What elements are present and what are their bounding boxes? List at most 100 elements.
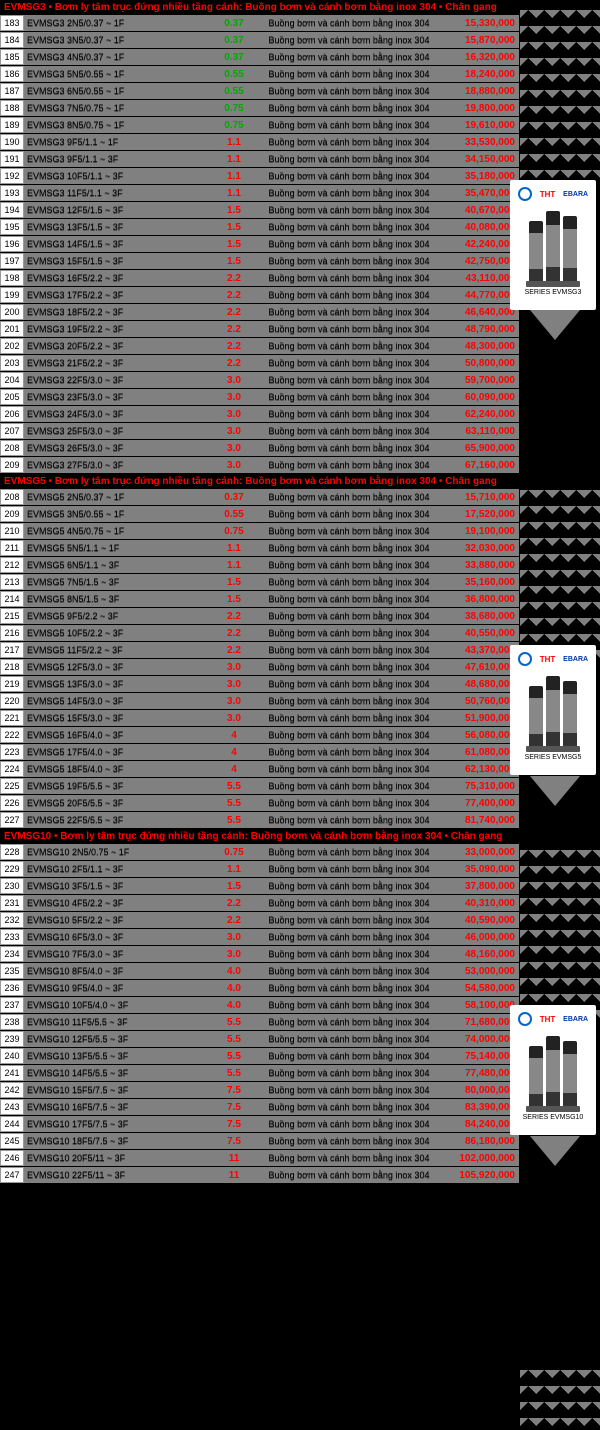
power-cell: 1.1 [219, 540, 249, 556]
model-cell: EVMSG3 26F5/3.0 ~ 3F [24, 440, 219, 456]
row-number: 234 [0, 946, 24, 962]
desc-cell: Buồng bơm và cánh bơm bằng inox 304 [249, 506, 449, 522]
power-cell: 7.5 [219, 1116, 249, 1132]
table-row: 227EVMSG5 22F5/5.5 ~ 3F5.5Buồng bơm và c… [0, 812, 600, 829]
product-card: THT EBARA SERIES EVMSG5 [510, 645, 596, 775]
desc-cell: Buồng bơm và cánh bơm bằng inox 304 [249, 304, 449, 320]
row-number: 237 [0, 997, 24, 1013]
desc-cell: Buồng bơm và cánh bơm bằng inox 304 [249, 963, 449, 979]
power-cell: 4 [219, 727, 249, 743]
desc-cell: Buồng bơm và cánh bơm bằng inox 304 [249, 423, 449, 439]
desc-cell: Buồng bơm và cánh bơm bằng inox 304 [249, 32, 449, 48]
power-cell: 3.0 [219, 946, 249, 962]
model-cell: EVMSG3 9F5/1.1 ~ 3F [24, 151, 219, 167]
power-cell: 2.2 [219, 608, 249, 624]
model-cell: EVMSG5 22F5/5.5 ~ 3F [24, 812, 219, 828]
desc-cell: Buồng bơm và cánh bơm bằng inox 304 [249, 219, 449, 235]
desc-cell: Buồng bơm và cánh bơm bằng inox 304 [249, 844, 449, 860]
price-cell: 54,580,000 [449, 980, 519, 996]
power-cell: 4 [219, 761, 249, 777]
price-cell: 46,640,000 [449, 304, 519, 320]
table-row: 231EVMSG10 4F5/2.2 ~ 3F2.2Buồng bơm và c… [0, 895, 600, 912]
row-number: 183 [0, 15, 24, 31]
model-cell: EVMSG3 24F5/3.0 ~ 3F [24, 406, 219, 422]
desc-cell: Buồng bơm và cánh bơm bằng inox 304 [249, 929, 449, 945]
power-cell: 2.2 [219, 338, 249, 354]
model-cell: EVMSG3 9F5/1.1 ~ 1F [24, 134, 219, 150]
price-cell: 33,530,000 [449, 134, 519, 150]
row-number: 221 [0, 710, 24, 726]
model-cell: EVMSG3 27F5/3.0 ~ 3F [24, 457, 219, 473]
desc-cell: Buồng bơm và cánh bơm bằng inox 304 [249, 355, 449, 371]
row-number: 203 [0, 355, 24, 371]
desc-cell: Buồng bơm và cánh bơm bằng inox 304 [249, 202, 449, 218]
row-number: 204 [0, 372, 24, 388]
desc-cell: Buồng bơm và cánh bơm bằng inox 304 [249, 912, 449, 928]
table-row: 188EVMSG3 7N5/0.75 ~ 1F0.75Buồng bơm và … [0, 100, 600, 117]
row-number: 210 [0, 523, 24, 539]
model-cell: EVMSG10 8F5/4.0 ~ 3F [24, 963, 219, 979]
price-cell: 43,370,000 [449, 642, 519, 658]
power-cell: 4.0 [219, 980, 249, 996]
model-cell: EVMSG3 12F5/1.5 ~ 3F [24, 202, 219, 218]
desc-cell: Buồng bơm và cánh bơm bằng inox 304 [249, 1014, 449, 1030]
model-cell: EVMSG3 21F5/2.2 ~ 3F [24, 355, 219, 371]
power-cell: 0.37 [219, 15, 249, 31]
row-number: 219 [0, 676, 24, 692]
model-cell: EVMSG10 16F5/7.5 ~ 3F [24, 1099, 219, 1115]
desc-cell: Buồng bơm và cánh bơm bằng inox 304 [249, 1167, 449, 1183]
row-number: 187 [0, 83, 24, 99]
row-number: 233 [0, 929, 24, 945]
power-cell: 11 [219, 1150, 249, 1166]
tht-logo: THT [540, 190, 556, 199]
row-number: 246 [0, 1150, 24, 1166]
model-cell: EVMSG5 8N5/1.5 ~ 3F [24, 591, 219, 607]
arrow-down-icon [530, 776, 580, 806]
row-number: 226 [0, 795, 24, 811]
model-cell: EVMSG5 5N5/1.1 ~ 1F [24, 540, 219, 556]
desc-cell: Buồng bơm và cánh bơm bằng inox 304 [249, 287, 449, 303]
row-number: 202 [0, 338, 24, 354]
model-cell: EVMSG10 15F5/7.5 ~ 3F [24, 1082, 219, 1098]
desc-cell: Buồng bơm và cánh bơm bằng inox 304 [249, 1065, 449, 1081]
model-cell: EVMSG10 17F5/7.5 ~ 3F [24, 1116, 219, 1132]
series-label: SERIES EVMSG3 [514, 289, 592, 296]
row-number: 241 [0, 1065, 24, 1081]
power-cell: 1.1 [219, 861, 249, 877]
pump-image [514, 1031, 592, 1106]
row-number: 193 [0, 185, 24, 201]
power-cell: 1.5 [219, 236, 249, 252]
price-cell: 48,160,000 [449, 946, 519, 962]
price-cell: 35,470,000 [449, 185, 519, 201]
price-cell: 75,310,000 [449, 778, 519, 794]
row-number: 243 [0, 1099, 24, 1115]
price-cell: 53,000,000 [449, 963, 519, 979]
desc-cell: Buồng bơm và cánh bơm bằng inox 304 [249, 389, 449, 405]
table-row: 234EVMSG10 7F5/3.0 ~ 3F3.0Buồng bơm và c… [0, 946, 600, 963]
price-cell: 40,670,000 [449, 202, 519, 218]
price-cell: 42,750,000 [449, 253, 519, 269]
price-cell: 34,150,000 [449, 151, 519, 167]
model-cell: EVMSG3 4N5/0.37 ~ 1F [24, 49, 219, 65]
power-cell: 2.2 [219, 355, 249, 371]
row-number: 207 [0, 423, 24, 439]
desc-cell: Buồng bơm và cánh bơm bằng inox 304 [249, 659, 449, 675]
desc-cell: Buồng bơm và cánh bơm bằng inox 304 [249, 151, 449, 167]
power-cell: 0.37 [219, 49, 249, 65]
table-row: 236EVMSG10 9F5/4.0 ~ 3F4.0Buồng bơm và c… [0, 980, 600, 997]
power-cell: 0.37 [219, 489, 249, 505]
price-cell: 80,000,000 [449, 1082, 519, 1098]
ebara-logo: EBARA [563, 191, 588, 198]
model-cell: EVMSG5 20F5/5.5 ~ 3F [24, 795, 219, 811]
row-number: 213 [0, 574, 24, 590]
price-cell: 46,000,000 [449, 929, 519, 945]
model-cell: EVMSG5 17F5/4.0 ~ 3F [24, 744, 219, 760]
row-number: 198 [0, 270, 24, 286]
row-number: 231 [0, 895, 24, 911]
price-cell: 40,550,000 [449, 625, 519, 641]
desc-cell: Buồng bơm và cánh bơm bằng inox 304 [249, 66, 449, 82]
model-cell: EVMSG3 19F5/2.2 ~ 3F [24, 321, 219, 337]
table-row: 247EVMSG10 22F5/11 ~ 3F11Buồng bơm và cá… [0, 1167, 600, 1184]
price-cell: 48,680,000 [449, 676, 519, 692]
price-cell: 33,880,000 [449, 557, 519, 573]
